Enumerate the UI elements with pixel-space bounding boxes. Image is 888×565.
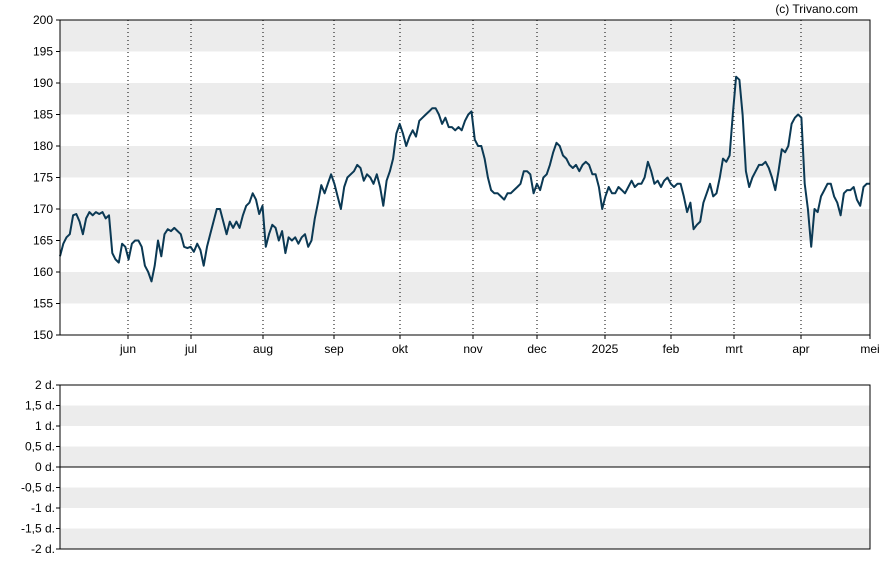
- y-tick-label: 170: [33, 202, 53, 216]
- y-tick-label: 155: [33, 297, 53, 311]
- y-tick-label: 2 d.: [35, 378, 55, 392]
- band: [60, 209, 870, 241]
- y-tick-label: 165: [33, 234, 53, 248]
- band: [60, 83, 870, 115]
- y-tick-label: 1 d.: [35, 419, 55, 433]
- y-tick-label: 150: [33, 328, 53, 342]
- y-tick-label: 0 d.: [35, 460, 55, 474]
- upper-bands: [60, 20, 870, 304]
- x-tick-label: aug: [253, 342, 273, 356]
- x-tick-label: mei: [860, 342, 879, 356]
- upper-x-ticks: jun jul aug sep okt nov dec 2025 feb mrt apr mei: [119, 335, 880, 356]
- band: [60, 20, 870, 52]
- x-tick-label: 2025: [592, 342, 619, 356]
- x-tick-label: apr: [792, 342, 809, 356]
- x-tick-label: jun: [119, 342, 136, 356]
- y-tick-label: 190: [33, 76, 53, 90]
- x-tick-label: dec: [527, 342, 546, 356]
- upper-y-ticks: 150 155 160 165 170 175 180 185 190 195 200: [33, 13, 60, 342]
- y-tick-label: 175: [33, 171, 53, 185]
- y-tick-label: 160: [33, 265, 53, 279]
- band: [60, 146, 870, 178]
- y-tick-label: 1,5 d.: [25, 399, 55, 413]
- price-panel: 150 155 160 165 170 175 180 185 190 195 200 jun jul…: [33, 13, 880, 356]
- band: [60, 272, 870, 304]
- band: [60, 446, 870, 467]
- lower-panel: -2 d. -1,5 d. -1 d. -0,5 d. 0 d. 0,5 d. 1 d. 1,…: [21, 378, 871, 556]
- x-tick-label: mrt: [725, 342, 743, 356]
- lower-bands: [60, 405, 870, 549]
- upper-vertical-grid: [127, 20, 802, 335]
- y-tick-label: 200: [33, 13, 53, 27]
- y-tick-label: 0,5 d.: [25, 440, 55, 454]
- band: [60, 405, 870, 426]
- y-tick-label: -2 d.: [31, 542, 55, 556]
- y-tick-label: -0,5 d.: [21, 481, 55, 495]
- lower-y-ticks: -2 d. -1,5 d. -1 d. -0,5 d. 0 d. 0,5 d. 1 d. 1,…: [21, 378, 60, 556]
- x-tick-label: sep: [324, 342, 344, 356]
- price-line: [59, 75, 870, 283]
- x-tick-label: feb: [663, 342, 680, 356]
- price-line-group: [59, 75, 870, 283]
- credit-text: (c) Trivano.com: [775, 2, 858, 16]
- y-tick-label: 185: [33, 108, 53, 122]
- band: [60, 528, 870, 549]
- y-tick-label: 180: [33, 139, 53, 153]
- y-tick-label: -1 d.: [31, 501, 55, 515]
- y-tick-label: -1,5 d.: [21, 522, 55, 536]
- band: [60, 487, 870, 508]
- x-tick-label: nov: [463, 342, 482, 356]
- x-tick-label: jul: [184, 342, 197, 356]
- y-tick-label: 195: [33, 45, 53, 59]
- x-tick-label: okt: [392, 342, 409, 356]
